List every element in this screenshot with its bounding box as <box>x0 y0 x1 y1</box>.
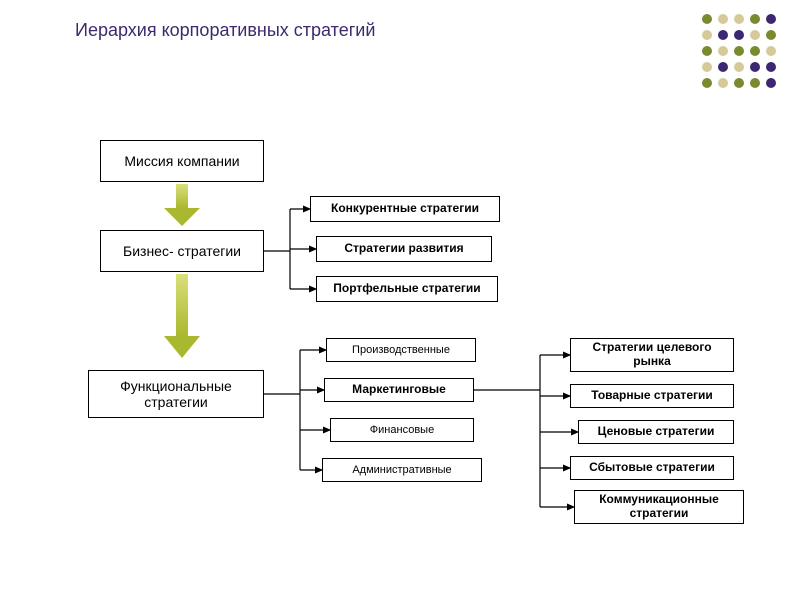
box-business: Бизнес- стратегии <box>100 230 264 272</box>
decorative-dot <box>750 14 760 24</box>
box-comm: Коммуникационные стратегии <box>574 490 744 524</box>
box-production: Производственные <box>326 338 476 362</box>
decorative-dot <box>702 14 712 24</box>
decorative-dot <box>734 30 744 40</box>
decorative-dot <box>766 46 776 56</box>
decorative-dot <box>734 14 744 24</box>
decorative-dot <box>734 46 744 56</box>
box-growth: Стратегии развития <box>316 236 492 262</box>
box-target: Стратегии целевого рынка <box>570 338 734 372</box>
box-functional: Функциональные стратегии <box>88 370 264 418</box>
box-admin: Административные <box>322 458 482 482</box>
decorative-dot <box>750 46 760 56</box>
decorative-dot <box>766 78 776 88</box>
decorative-dot <box>766 30 776 40</box>
decorative-dot <box>750 62 760 72</box>
decorative-dot <box>734 78 744 88</box>
decorative-dot <box>718 14 728 24</box>
decorative-dot <box>766 14 776 24</box>
decorative-dot <box>718 46 728 56</box>
box-portfolio: Портфельные стратегии <box>316 276 498 302</box>
box-mission: Миссия компании <box>100 140 264 182</box>
decorative-dot <box>702 62 712 72</box>
box-marketing: Маркетинговые <box>324 378 474 402</box>
decorative-dot <box>750 30 760 40</box>
decorative-dot <box>734 62 744 72</box>
decorative-dot <box>718 62 728 72</box>
decorative-dot <box>702 78 712 88</box>
box-competitive: Конкурентные стратегии <box>310 196 500 222</box>
box-financial: Финансовые <box>330 418 474 442</box>
box-sales: Сбытовые стратегии <box>570 456 734 480</box>
decorative-dot <box>718 30 728 40</box>
box-product: Товарные стратегии <box>570 384 734 408</box>
decorative-dot <box>702 46 712 56</box>
decorative-dot <box>718 78 728 88</box>
decorative-dot <box>766 62 776 72</box>
decorative-dot <box>702 30 712 40</box>
decorative-dot-grid <box>702 14 778 90</box>
box-price: Ценовые стратегии <box>578 420 734 444</box>
page-title: Иерархия корпоративных стратегий <box>75 20 375 41</box>
decorative-dot <box>750 78 760 88</box>
